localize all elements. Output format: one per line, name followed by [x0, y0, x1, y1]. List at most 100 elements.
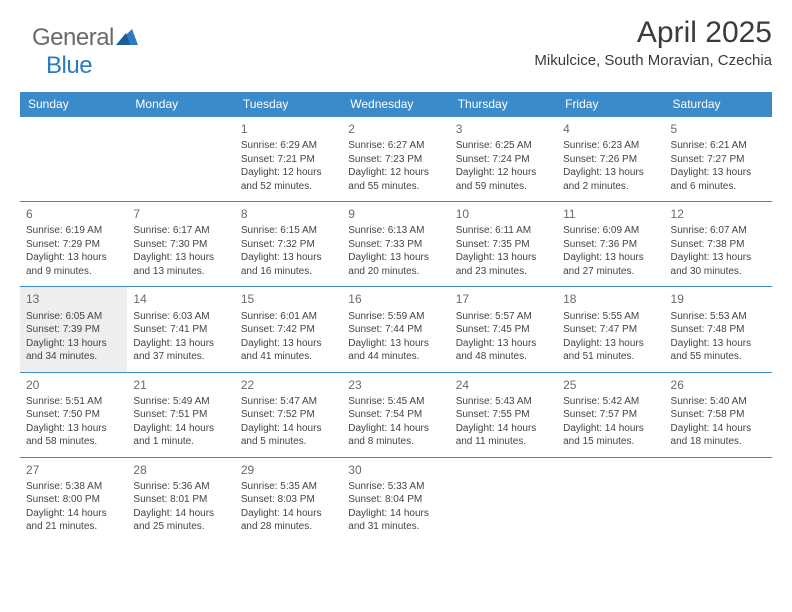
calendar-day-cell: 10Sunrise: 6:11 AMSunset: 7:35 PMDayligh… [450, 202, 557, 287]
daylight-text: Daylight: 14 hours and 5 minutes. [241, 422, 336, 449]
calendar-day-cell: 21Sunrise: 5:49 AMSunset: 7:51 PMDayligh… [127, 372, 234, 457]
logo-text: General Blue [32, 24, 138, 80]
sunrise-text: Sunrise: 5:38 AM [26, 480, 121, 494]
sunrise-text: Sunrise: 6:01 AM [241, 310, 336, 324]
calendar-day-cell: 5Sunrise: 6:21 AMSunset: 7:27 PMDaylight… [665, 117, 772, 202]
sunset-text: Sunset: 7:52 PM [241, 408, 336, 422]
calendar-page: General Blue April 2025 Mikulcice, South… [0, 0, 792, 542]
sunset-text: Sunset: 8:00 PM [26, 493, 121, 507]
day-number: 6 [26, 206, 121, 222]
daylight-text: Daylight: 13 hours and 2 minutes. [563, 166, 658, 193]
sunset-text: Sunset: 7:58 PM [671, 408, 766, 422]
sunrise-text: Sunrise: 5:47 AM [241, 395, 336, 409]
calendar-day-cell: 19Sunrise: 5:53 AMSunset: 7:48 PMDayligh… [665, 287, 772, 372]
sunrise-text: Sunrise: 5:40 AM [671, 395, 766, 409]
sunrise-text: Sunrise: 6:11 AM [456, 224, 551, 238]
daylight-text: Daylight: 13 hours and 13 minutes. [133, 251, 228, 278]
sunset-text: Sunset: 7:23 PM [348, 153, 443, 167]
day-number: 10 [456, 206, 551, 222]
day-number: 7 [133, 206, 228, 222]
calendar-header-row: SundayMondayTuesdayWednesdayThursdayFrid… [20, 92, 772, 117]
weekday-header: Thursday [450, 92, 557, 117]
calendar-day-cell: 16Sunrise: 5:59 AMSunset: 7:44 PMDayligh… [342, 287, 449, 372]
sunset-text: Sunset: 7:36 PM [563, 238, 658, 252]
daylight-text: Daylight: 13 hours and 30 minutes. [671, 251, 766, 278]
logo-triangle-icon [116, 32, 138, 49]
calendar-day-cell: 20Sunrise: 5:51 AMSunset: 7:50 PMDayligh… [20, 372, 127, 457]
calendar-day-cell: 14Sunrise: 6:03 AMSunset: 7:41 PMDayligh… [127, 287, 234, 372]
sunrise-text: Sunrise: 6:23 AM [563, 139, 658, 153]
day-number: 21 [133, 377, 228, 393]
daylight-text: Daylight: 14 hours and 25 minutes. [133, 507, 228, 534]
day-number: 15 [241, 291, 336, 307]
sunrise-text: Sunrise: 5:35 AM [241, 480, 336, 494]
calendar-day-cell: 22 Sunrise: 5:47 AMSunset: 7:52 PMDayligh… [235, 372, 342, 457]
title-block: April 2025 Mikulcice, South Moravian, Cz… [534, 16, 772, 69]
day-number: 18 [563, 291, 658, 307]
sunrise-text: Sunrise: 5:45 AM [348, 395, 443, 409]
calendar-week-row: 20 Sunrise: 5:51 AMSunset: 7:50 PM Dayligh… [20, 372, 772, 457]
sunrise-text: Sunrise: 6:05 AM [26, 310, 121, 324]
calendar-day-cell: 17Sunrise: 5:57 AMSunset: 7:45 PMDayligh… [450, 287, 557, 372]
calendar-day-cell: 1Sunrise: 6:29 AMSunset: 7:21 PMDaylight… [235, 117, 342, 202]
sunrise-text: Sunrise: 5:55 AM [563, 310, 658, 324]
daylight-text: Daylight: 13 hours and 23 minutes. [456, 251, 551, 278]
sunset-text: Sunset: 7:48 PM [671, 323, 766, 337]
calendar-day-cell: 3Sunrise: 6:25 AMSunset: 7:24 PMDaylight… [450, 117, 557, 202]
daylight-text: Daylight: 13 hours and 41 minutes. [241, 337, 336, 364]
daylight-text: Daylight: 13 hours and 27 minutes. [563, 251, 658, 278]
sunrise-text: Sunrise: 6:07 AM [671, 224, 766, 238]
daylight-text: Daylight: 14 hours and 18 minutes. [671, 422, 766, 449]
calendar-day-cell: 6Sunrise: 6:19 AMSunset: 7:29 PMDaylight… [20, 202, 127, 287]
calendar-week-row: 1Sunrise: 6:29 AMSunset: 7:21 PMDaylight… [20, 117, 772, 202]
day-number: 13 [26, 291, 121, 307]
day-number: 22 [241, 377, 336, 393]
day-number: 14 [133, 291, 228, 307]
sunset-text: Sunset: 8:03 PM [241, 493, 336, 507]
calendar-empty-cell [665, 457, 772, 542]
sunrise-text: Sunrise: 5:43 AM [456, 395, 551, 409]
day-number: 24 [456, 377, 551, 393]
sunset-text: Sunset: 7:38 PM [671, 238, 766, 252]
weekday-header: Friday [557, 92, 664, 117]
calendar-week-row: 13Sunrise: 6:05 AMSunset: 7:39 PMDayligh… [20, 287, 772, 372]
sunset-text: Sunset: 7:41 PM [133, 323, 228, 337]
weekday-header: Wednesday [342, 92, 449, 117]
sunrise-text: Sunrise: 5:51 AM [26, 395, 121, 409]
sunset-text: Sunset: 7:39 PM [26, 323, 121, 337]
calendar-empty-cell [557, 457, 664, 542]
sunrise-text: Sunrise: 6:17 AM [133, 224, 228, 238]
sunset-text: Sunset: 7:27 PM [671, 153, 766, 167]
day-number: 1 [241, 121, 336, 137]
day-number: 25 [563, 377, 658, 393]
day-number: 28 [133, 462, 228, 478]
sunset-text: Sunset: 7:21 PM [241, 153, 336, 167]
weekday-header: Sunday [20, 92, 127, 117]
day-number: 20 [26, 377, 121, 393]
sunrise-text: Sunrise: 5:57 AM [456, 310, 551, 324]
calendar-body: 1Sunrise: 6:29 AMSunset: 7:21 PMDaylight… [20, 117, 772, 542]
calendar-day-cell: 29Sunrise: 5:35 AMSunset: 8:03 PMDayligh… [235, 457, 342, 542]
calendar-day-cell: 26Sunrise: 5:40 AMSunset: 7:58 PMDayligh… [665, 372, 772, 457]
sunrise-text: Sunrise: 6:03 AM [133, 310, 228, 324]
sunrise-text: Sunrise: 5:49 AM [133, 395, 228, 409]
calendar-day-cell: 9Sunrise: 6:13 AMSunset: 7:33 PMDaylight… [342, 202, 449, 287]
sunset-text: Sunset: 7:54 PM [348, 408, 443, 422]
sunrise-text: Sunrise: 5:33 AM [348, 480, 443, 494]
calendar-day-cell: 13 Sunrise: 6:05 AMSunset: 7:39 PMDayligh… [20, 287, 127, 372]
daylight-text: Daylight: 14 hours and 28 minutes. [241, 507, 336, 534]
sunset-text: Sunset: 7:50 PM [26, 408, 121, 422]
day-number: 23 [348, 377, 443, 393]
calendar-day-cell: 11Sunrise: 6:09 AMSunset: 7:36 PMDayligh… [557, 202, 664, 287]
day-number: 11 [563, 206, 658, 222]
daylight-text: Daylight: 14 hours and 31 minutes. [348, 507, 443, 534]
logo-word-general: General [32, 24, 114, 51]
sunrise-text: Sunrise: 6:27 AM [348, 139, 443, 153]
daylight-text: Daylight: 13 hours and 34 minutes. [26, 337, 121, 364]
calendar-week-row: 6Sunrise: 6:19 AMSunset: 7:29 PMDaylight… [20, 202, 772, 287]
day-number: 8 [241, 206, 336, 222]
daylight-text: Daylight: 14 hours and 15 minutes. [563, 422, 658, 449]
daylight-text: Daylight: 12 hours and 55 minutes. [348, 166, 443, 193]
calendar-empty-cell [127, 117, 234, 202]
day-number: 3 [456, 121, 551, 137]
